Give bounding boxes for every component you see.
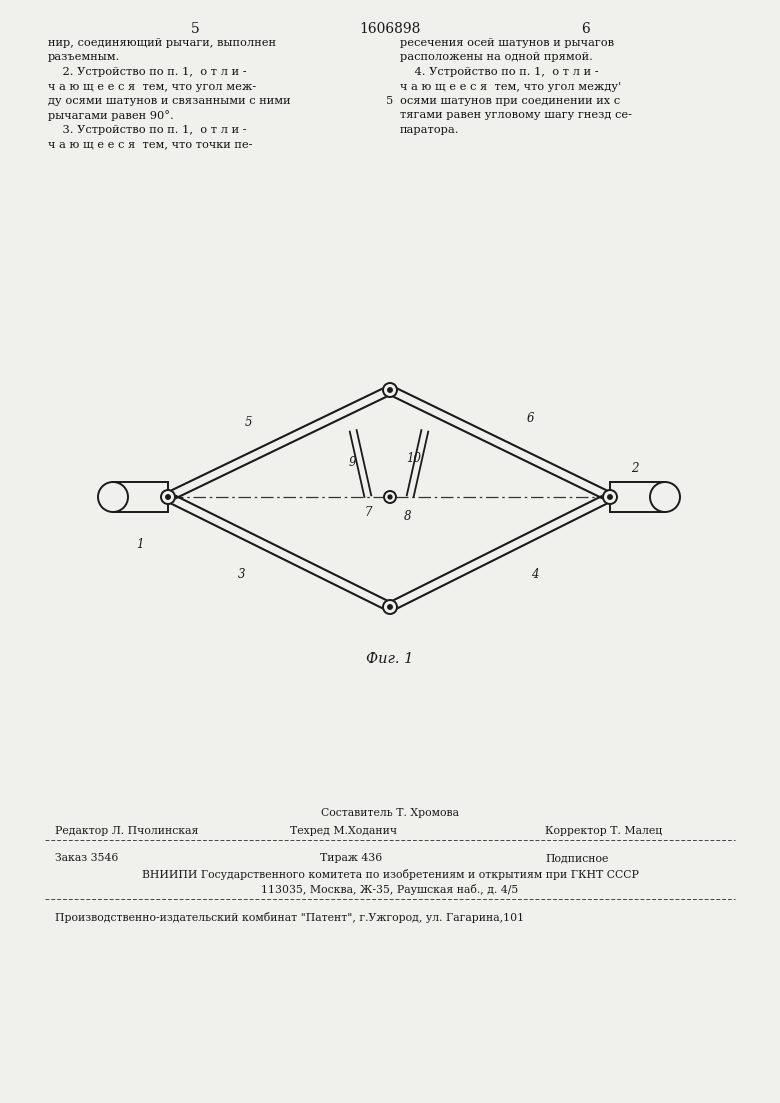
Circle shape <box>383 600 397 614</box>
Text: рычагами равен 90°.: рычагами равен 90°. <box>48 110 174 121</box>
Text: Производственно-издательский комбинат "Патент", г.Ужгород, ул. Гагарина,101: Производственно-издательский комбинат "П… <box>55 912 524 923</box>
Text: 1: 1 <box>136 538 144 552</box>
Text: 5: 5 <box>190 22 200 36</box>
Text: разъемным.: разъемным. <box>48 53 120 63</box>
Circle shape <box>650 482 680 512</box>
Text: ч а ю щ е е с я  тем, что точки пе-: ч а ю щ е е с я тем, что точки пе- <box>48 139 253 150</box>
Text: 10: 10 <box>406 451 421 464</box>
Text: Редактор Л. Пчолинская: Редактор Л. Пчолинская <box>55 826 198 836</box>
Text: 5: 5 <box>386 96 394 106</box>
Text: Тираж 436: Тираж 436 <box>320 853 382 863</box>
Text: Заказ 3546: Заказ 3546 <box>55 853 119 863</box>
Text: 6: 6 <box>580 22 590 36</box>
Text: 2: 2 <box>631 461 639 474</box>
Text: Техред М.Ходанич: Техред М.Ходанич <box>290 826 397 836</box>
Circle shape <box>388 604 392 609</box>
Text: 3. Устройство по п. 1,  о т л и -: 3. Устройство по п. 1, о т л и - <box>48 125 246 135</box>
Text: Составитель Т. Хромова: Составитель Т. Хромова <box>321 808 459 818</box>
Circle shape <box>388 495 392 499</box>
Text: 4. Устройство по п. 1,  о т л и -: 4. Устройство по п. 1, о т л и - <box>400 67 598 77</box>
Text: расположены на одной прямой.: расположены на одной прямой. <box>400 53 593 63</box>
Text: 3: 3 <box>238 568 246 580</box>
Circle shape <box>608 495 612 500</box>
Circle shape <box>384 491 396 503</box>
Circle shape <box>166 495 170 500</box>
Text: Корректор Т. Малец: Корректор Т. Малец <box>545 826 662 836</box>
Circle shape <box>161 490 175 504</box>
Text: тягами равен угловому шагу гнезд се-: тягами равен угловому шагу гнезд се- <box>400 110 632 120</box>
Text: 2. Устройство по п. 1,  о т л и -: 2. Устройство по п. 1, о т л и - <box>48 67 246 77</box>
Text: нир, соединяющий рычаги, выполнен: нир, соединяющий рычаги, выполнен <box>48 38 276 49</box>
Text: паратора.: паратора. <box>400 125 459 135</box>
Text: 8: 8 <box>404 510 412 523</box>
Text: 4: 4 <box>531 568 539 580</box>
Text: 113035, Москва, Ж-35, Раушская наб., д. 4/5: 113035, Москва, Ж-35, Раушская наб., д. … <box>261 884 519 895</box>
Bar <box>610 482 665 512</box>
Text: осями шатунов при соединении их с: осями шатунов при соединении их с <box>400 96 620 106</box>
Circle shape <box>388 388 392 393</box>
Text: 1606898: 1606898 <box>360 22 420 36</box>
Text: 5: 5 <box>244 416 252 428</box>
Circle shape <box>603 490 617 504</box>
Text: ВНИИПИ Государственного комитета по изобретениям и открытиям при ГКНТ СССР: ВНИИПИ Государственного комитета по изоб… <box>141 869 639 880</box>
Text: Подписное: Подписное <box>545 853 608 863</box>
Text: ду осями шатунов и связанными с ними: ду осями шатунов и связанными с ними <box>48 96 291 106</box>
Text: ч а ю щ е е с я  тем, что угол меж-: ч а ю щ е е с я тем, что угол меж- <box>48 82 257 92</box>
Circle shape <box>383 383 397 397</box>
Text: ч а ю щ е е с я  тем, что угол между': ч а ю щ е е с я тем, что угол между' <box>400 82 621 92</box>
Bar <box>113 482 168 512</box>
Text: Фиг. 1: Фиг. 1 <box>367 652 413 666</box>
Circle shape <box>98 482 128 512</box>
Text: ресечения осей шатунов и рычагов: ресечения осей шатунов и рычагов <box>400 38 614 49</box>
Text: 9: 9 <box>348 456 356 469</box>
Text: 6: 6 <box>526 411 534 425</box>
Text: 7: 7 <box>364 506 372 520</box>
